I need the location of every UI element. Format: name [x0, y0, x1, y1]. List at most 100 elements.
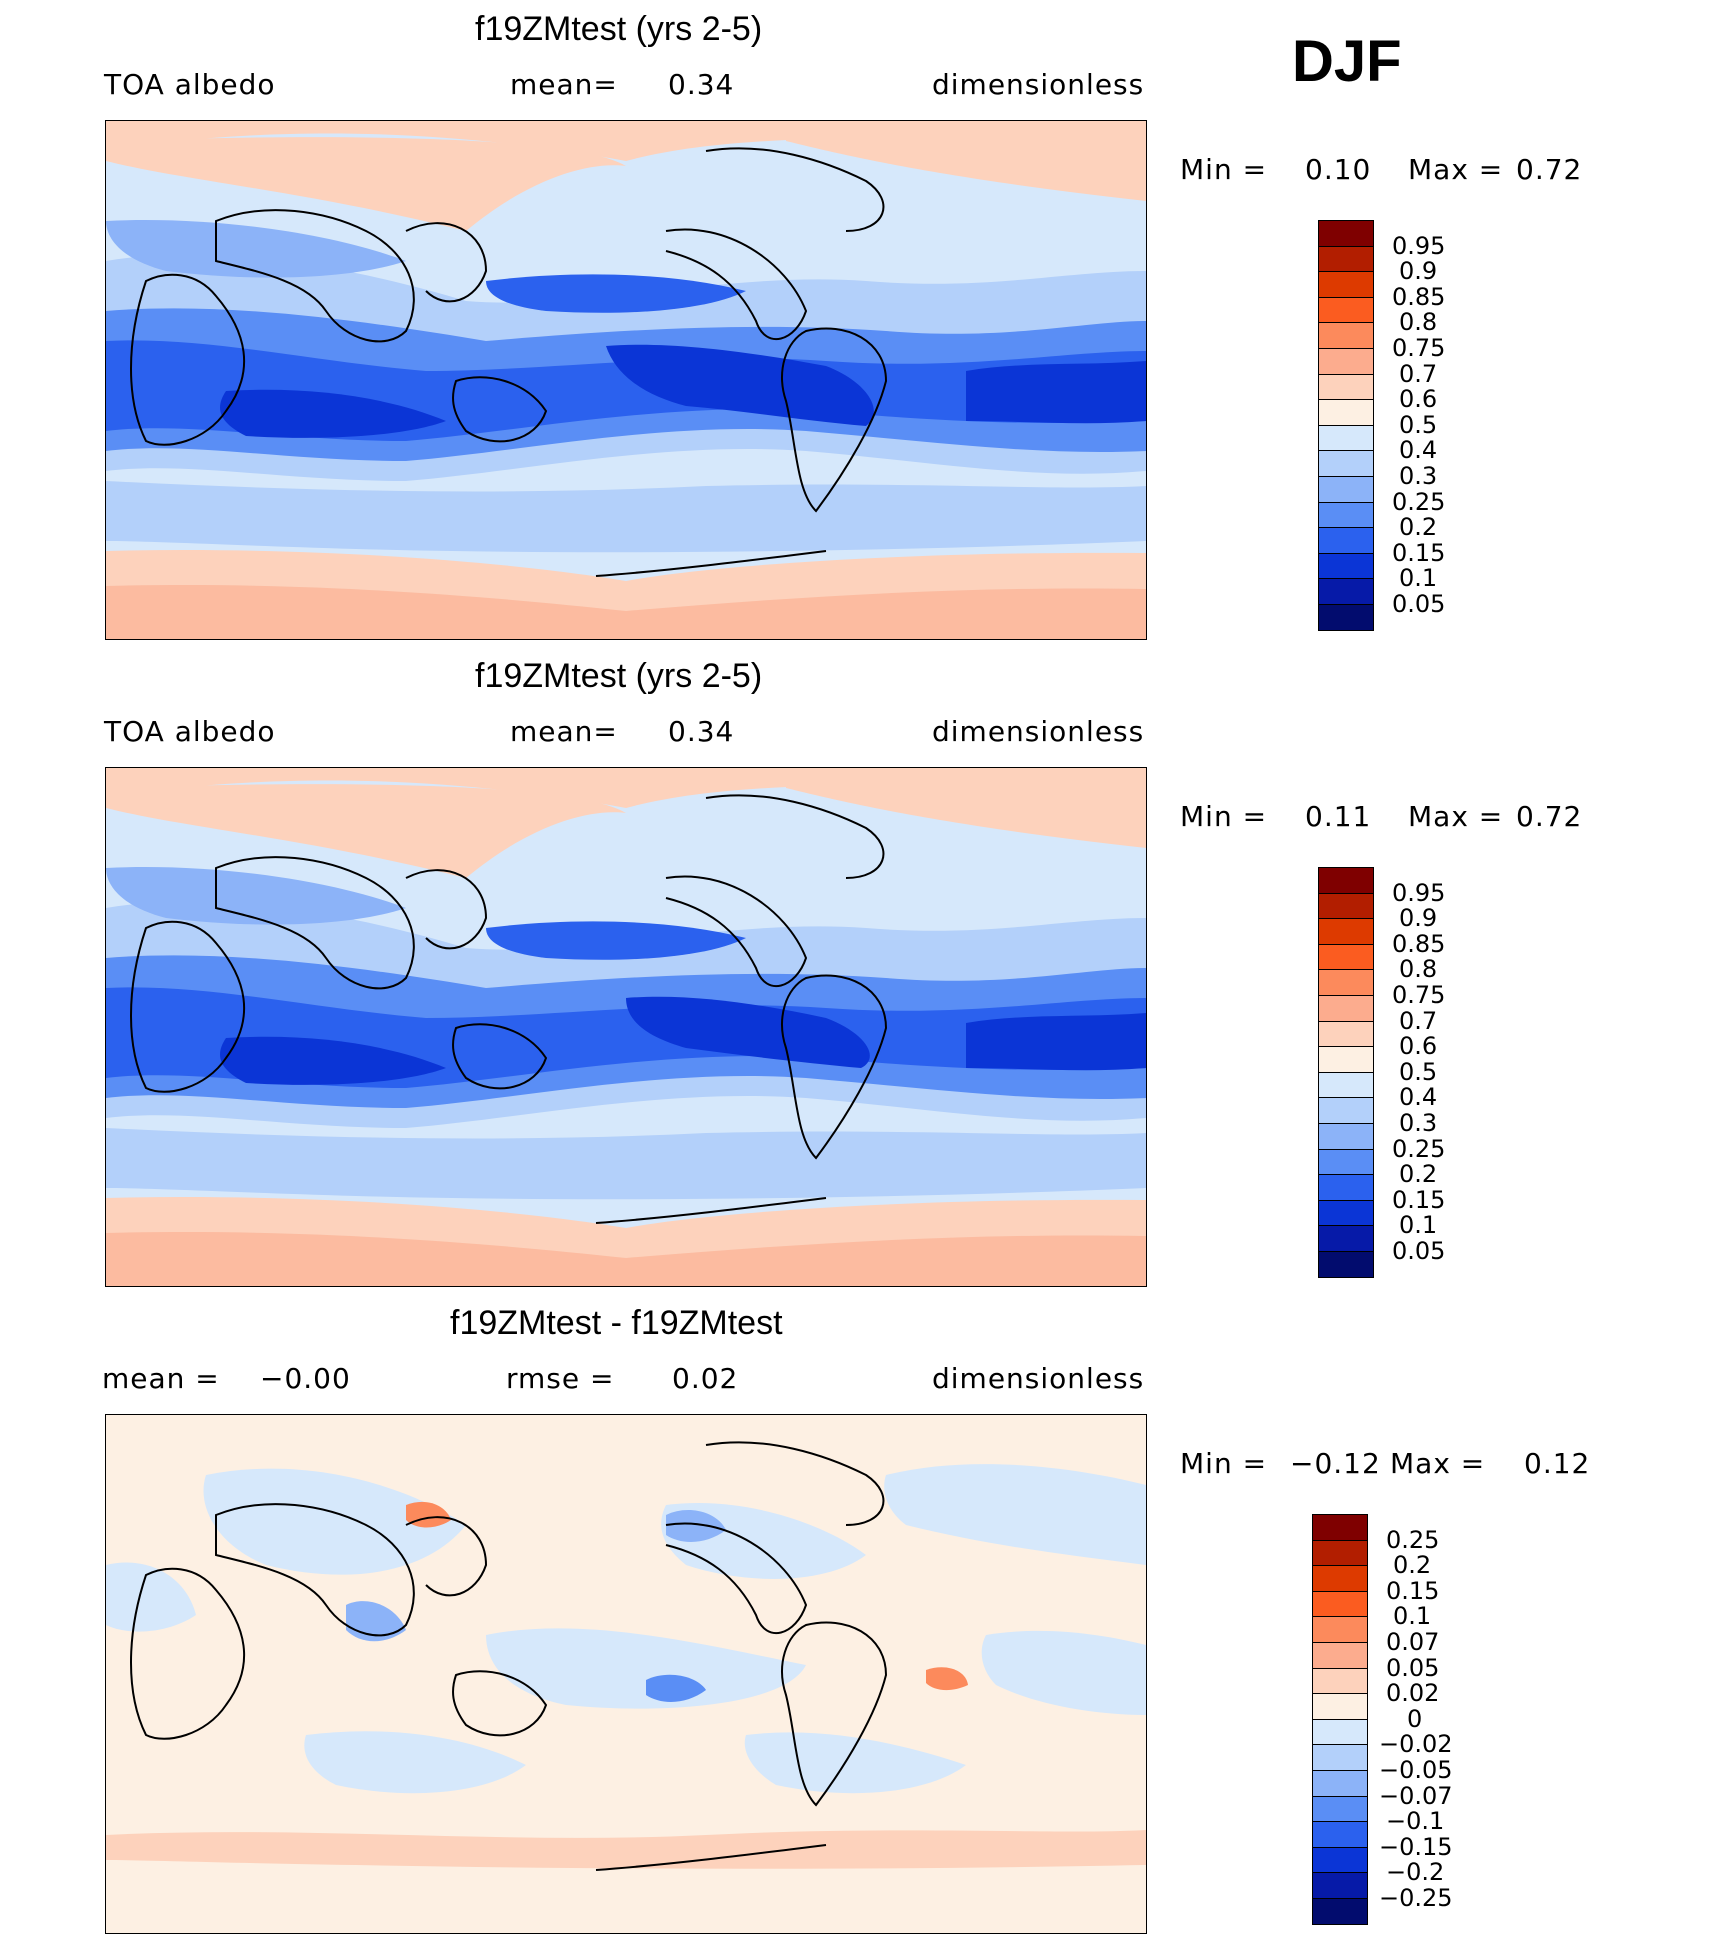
panel-2-max-label: Max =	[1408, 800, 1504, 833]
colorbar-tick-label: 0.2	[1399, 513, 1438, 542]
colorbar-swatch	[1318, 220, 1374, 247]
panel-1-title: f19ZMtest (yrs 2-5)	[475, 10, 763, 48]
colorbar-swatch	[1318, 1046, 1374, 1073]
colorbar-tick-label: 0.6	[1399, 1032, 1438, 1061]
panel-3-map	[105, 1414, 1147, 1934]
panel-3-units: dimensionless	[932, 1362, 1145, 1395]
colorbar-swatch	[1312, 1616, 1368, 1643]
colorbar-swatch	[1318, 943, 1374, 971]
panel-1-mean-value: 0.34	[668, 68, 735, 101]
panel-2-variable-label: TOA albedo	[104, 715, 276, 748]
panel-2-max-value: 0.72	[1516, 800, 1583, 833]
colorbar-tick-label: −0.25	[1379, 1884, 1453, 1912]
colorbar-tick-label: 0.7	[1399, 359, 1438, 388]
panel-1-min-label: Min =	[1180, 153, 1268, 186]
colorbar-swatch	[1318, 995, 1374, 1022]
colorbar-swatch	[1318, 373, 1374, 401]
colorbar-swatch	[1318, 552, 1374, 580]
colorbar-swatch	[1318, 476, 1374, 503]
colorbar-swatch	[1312, 1642, 1368, 1669]
colorbar-tick-label: 0.4	[1399, 1083, 1438, 1112]
colorbar-swatch	[1318, 969, 1374, 996]
colorbar-tick-label: 0.75	[1392, 334, 1446, 362]
colorbar-tick-label: 0.7	[1399, 1006, 1438, 1035]
colorbar-tick-label: 0.95	[1392, 878, 1446, 907]
colorbar-tick-label: 0.25	[1392, 1134, 1446, 1163]
panel-1-max-value: 0.72	[1516, 153, 1583, 186]
colorbar-tick-label: 0.3	[1399, 462, 1438, 490]
colorbar-swatch	[1318, 1225, 1374, 1252]
colorbar-tick-label: 0.5	[1399, 1057, 1438, 1086]
colorbar-swatch	[1312, 1846, 1368, 1874]
colorbar-tick-label: 0	[1407, 1704, 1423, 1733]
panel-3-max-label: Max =	[1390, 1447, 1486, 1480]
colorbar-tick-label: −0.1	[1386, 1807, 1445, 1836]
colorbar-swatch	[1318, 1123, 1374, 1150]
colorbar-swatch	[1318, 322, 1374, 349]
colorbar-swatch	[1318, 399, 1374, 426]
colorbar-tick-label: −0.15	[1379, 1832, 1453, 1861]
panel-3-contour-field	[106, 1415, 1146, 1933]
colorbar-swatch	[1318, 501, 1374, 529]
colorbar-swatch	[1312, 1898, 1368, 1925]
colorbar-swatch	[1312, 1590, 1368, 1618]
panel-1-contour-field	[106, 121, 1146, 639]
panel-2-coastlines	[130, 794, 888, 1224]
colorbar-tick-label: 0.1	[1393, 1602, 1432, 1631]
colorbar-tick-label: 0.05	[1392, 1237, 1446, 1265]
panel-2-title: f19ZMtest (yrs 2-5)	[475, 657, 763, 695]
panel-3-rmse-value: 0.02	[672, 1362, 739, 1395]
colorbar-swatch	[1312, 1770, 1368, 1797]
colorbar-swatch	[1312, 1514, 1368, 1541]
colorbar-swatch	[1312, 1718, 1368, 1746]
colorbar-tick-label: −0.02	[1379, 1730, 1453, 1759]
panel-2-min-label: Min =	[1180, 800, 1268, 833]
colorbar-tick-label: 0.02	[1386, 1679, 1440, 1708]
panel-2-contour-field	[106, 768, 1146, 1286]
panel-2-map	[105, 767, 1147, 1287]
colorbar-tick-label: 0.2	[1393, 1551, 1432, 1580]
colorbar-tick-label: 0.5	[1399, 410, 1438, 439]
colorbar-swatch	[1318, 1071, 1374, 1099]
panel-3-mean-value: −0.00	[260, 1362, 351, 1395]
colorbar-swatch	[1318, 348, 1374, 375]
colorbar-tick-label: 0.15	[1392, 538, 1446, 567]
panel-2-mean-label: mean=	[510, 715, 618, 748]
colorbar-swatch	[1312, 1821, 1368, 1848]
colorbar-tick-label: 0.6	[1399, 385, 1438, 414]
colorbar-swatch	[1318, 527, 1374, 554]
panel-1-coastlines	[130, 147, 888, 577]
colorbar-tick-label: 0.75	[1392, 981, 1446, 1009]
colorbar-tick-label: 0.9	[1399, 257, 1438, 286]
colorbar-tick-label: 0.07	[1386, 1628, 1440, 1656]
colorbar-swatch	[1318, 296, 1374, 324]
panel-3-mean-label: mean =	[102, 1362, 220, 1395]
colorbar-tick-label: −0.07	[1379, 1781, 1453, 1810]
colorbar-swatch	[1318, 892, 1374, 920]
colorbar-tick-label: 0.15	[1386, 1576, 1440, 1605]
colorbar-tick-label: 0.1	[1399, 1211, 1438, 1240]
colorbar-tick-label: 0.9	[1399, 904, 1438, 933]
panel-3-rmse-label: rmse =	[506, 1362, 615, 1395]
colorbar-swatch	[1318, 1020, 1374, 1048]
season-label: DJF	[1292, 29, 1402, 94]
colorbar-tick-label: 0.8	[1399, 955, 1438, 984]
colorbar-swatch	[1318, 1199, 1374, 1227]
colorbar-tick-label: 0.3	[1399, 1109, 1438, 1137]
panel-2-mean-value: 0.34	[668, 715, 735, 748]
colorbar-tick-label: −0.2	[1386, 1858, 1445, 1887]
colorbar-tick-label: 0.25	[1392, 487, 1446, 516]
colorbar-tick-label: 0.2	[1399, 1160, 1438, 1189]
colorbar-swatch	[1318, 867, 1374, 894]
colorbar-tick-label: 0.4	[1399, 436, 1438, 465]
colorbar-tick-label: 0.15	[1392, 1185, 1446, 1214]
colorbar-tick-label: −0.05	[1379, 1756, 1453, 1784]
colorbar-swatch	[1312, 1539, 1368, 1567]
colorbar-swatch	[1312, 1872, 1368, 1899]
panel-3-coastlines	[130, 1441, 888, 1871]
colorbar-swatch	[1318, 424, 1374, 452]
colorbar-tick-label: 0.8	[1399, 308, 1438, 337]
colorbar-swatch	[1318, 1174, 1374, 1201]
panel-1-variable-label: TOA albedo	[104, 68, 276, 101]
panel-1-mean-label: mean=	[510, 68, 618, 101]
